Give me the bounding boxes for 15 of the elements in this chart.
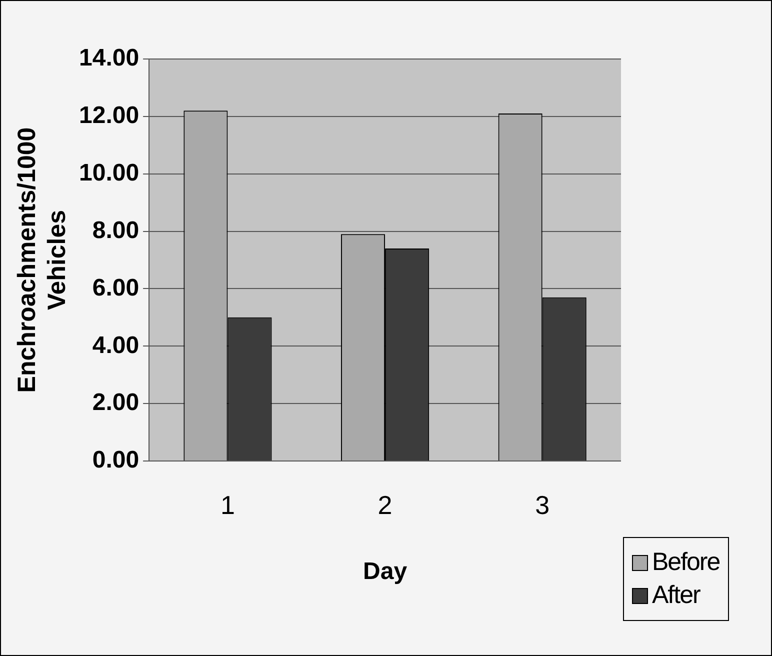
x-axis-title: Day: [363, 558, 408, 586]
y-tick-label: 12.00: [78, 102, 140, 130]
y-tick-label: 2.00: [92, 389, 140, 416]
y-tick-label: 8.00: [92, 216, 140, 244]
y-tick-label: 4.00: [92, 332, 140, 359]
y-tick-label: 0.00: [92, 446, 140, 474]
y-tick-label: 6.00: [92, 274, 140, 302]
y-tick-label: 10.00: [78, 159, 140, 186]
x-tick-label: 2: [378, 490, 392, 520]
y-axis-title: Enchroachments/1000 Vehicles: [12, 127, 71, 393]
legend-label: Before: [652, 548, 720, 577]
y-tick-label: 14.00: [78, 44, 140, 72]
x-tick-label: 1: [220, 490, 235, 520]
x-tick-label: 3: [535, 490, 550, 520]
legend-label: After: [652, 581, 700, 610]
